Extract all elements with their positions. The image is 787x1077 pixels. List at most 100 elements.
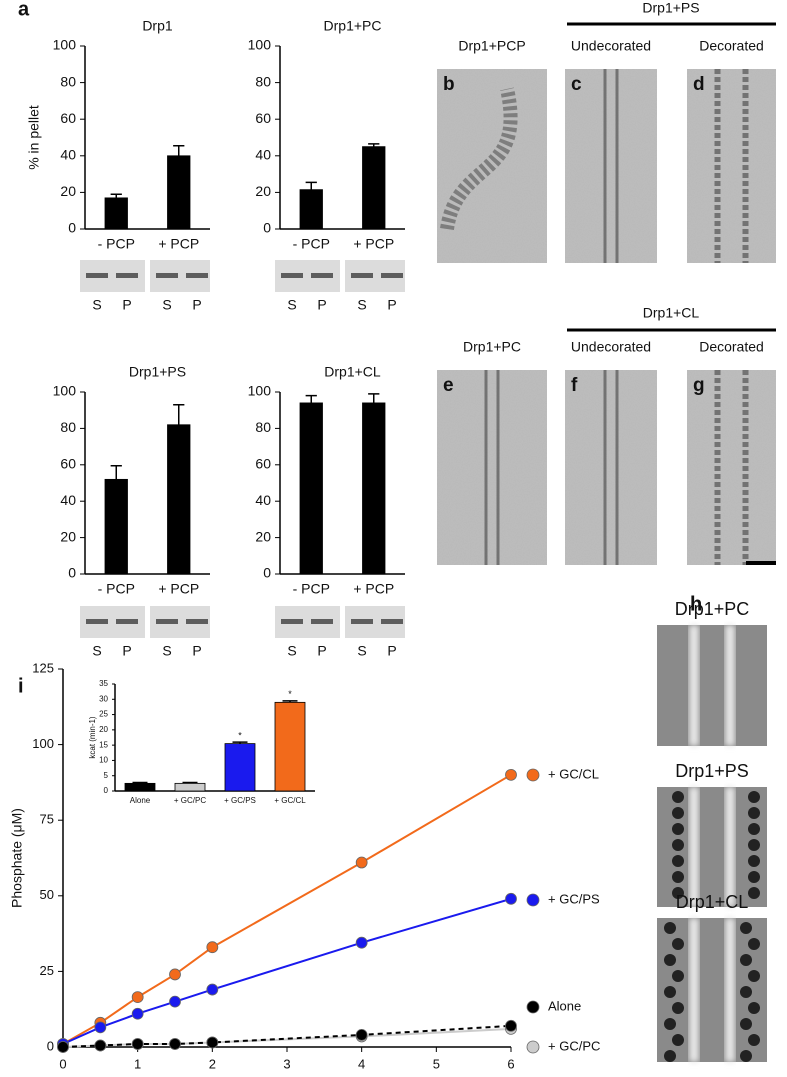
protein-density (664, 922, 676, 934)
x-tick-label: 0 (59, 1056, 66, 1071)
micrograph-noise (687, 69, 776, 263)
protein-density (672, 1034, 684, 1046)
data-point (355, 856, 368, 869)
x-tick-label: + PCP (353, 581, 394, 597)
protein-density (672, 807, 684, 819)
bar (274, 701, 306, 792)
micrograph-letter: b (443, 74, 455, 95)
gel-band (86, 619, 108, 624)
micrograph-caption: Undecorated (571, 339, 651, 355)
data-point (355, 936, 368, 949)
data-point (169, 968, 181, 981)
error-bar (305, 181, 317, 190)
data-point (505, 768, 517, 781)
legend-marker (526, 1000, 540, 1014)
bar (362, 402, 386, 575)
chart-title: Drp1+CL (324, 364, 381, 380)
y-tick-label: 0 (104, 786, 109, 795)
y-tick-label: 20 (60, 183, 76, 199)
micrograph-caption: Drp1+PCP (458, 38, 525, 54)
protein-density (748, 887, 760, 899)
protein-density (672, 1002, 684, 1014)
series-line (62, 1024, 512, 1048)
y-tick-label: 75 (40, 812, 54, 827)
protein-density (672, 938, 684, 950)
bar (174, 782, 206, 792)
data-point (94, 1039, 107, 1052)
protein-density (740, 986, 752, 998)
y-tick-label: 20 (255, 528, 271, 544)
error-bar (110, 464, 122, 480)
panel-label: h (690, 593, 702, 615)
error-bar (182, 781, 198, 784)
x-tick-label: + GC/CL (274, 796, 306, 805)
micrograph-caption: Decorated (699, 339, 764, 355)
y-axis-label: % in pellet (26, 105, 42, 170)
data-point (169, 995, 181, 1008)
micrograph-noise (565, 370, 657, 565)
x-tick-label: 6 (507, 1056, 514, 1071)
bar (104, 197, 128, 230)
bar (167, 155, 191, 230)
gel-band (311, 273, 333, 278)
legend-marker (526, 893, 540, 907)
y-tick-label: 100 (32, 736, 54, 751)
panel-label: i (18, 675, 24, 697)
gel-lane-label: P (192, 643, 201, 659)
micrograph-letter: d (693, 74, 705, 95)
y-tick-label: 80 (60, 73, 76, 89)
class-average-caption: Drp1+CL (676, 892, 749, 912)
significance: * (238, 730, 242, 740)
group-label: Drp1+CL (643, 305, 700, 321)
gel-band (116, 273, 138, 278)
gel-lane-label: S (162, 297, 171, 313)
data-point (94, 1021, 107, 1034)
micrograph-letter: c (571, 74, 582, 95)
y-tick-label: 5 (104, 771, 109, 780)
gel-lane-label: P (122, 643, 131, 659)
y-tick-label: 125 (32, 660, 54, 675)
protein-density (748, 855, 760, 867)
gel-lane-label: P (387, 297, 396, 313)
gel-band (381, 273, 403, 278)
gel-band (186, 619, 208, 624)
class-average (657, 625, 767, 746)
tube-wall (689, 787, 699, 907)
protein-density (664, 986, 676, 998)
x-tick-label: + PCP (353, 236, 394, 252)
error-bar (110, 193, 122, 198)
y-tick-label: 60 (255, 110, 271, 126)
error-bar (132, 781, 148, 784)
data-point (206, 983, 219, 996)
gel-lane-label: S (287, 643, 296, 659)
y-tick-label: 25 (40, 963, 54, 978)
y-tick-label: 10 (99, 756, 108, 765)
y-tick-label: 100 (53, 37, 77, 53)
gel-lane-label: S (357, 643, 366, 659)
micrograph-caption: Undecorated (571, 38, 651, 54)
bar (167, 424, 191, 575)
class-average-caption: Drp1+PS (675, 761, 749, 781)
x-tick-label: + GC/PC (174, 796, 206, 805)
protein-density (748, 1002, 760, 1014)
series-line (62, 897, 512, 1045)
x-tick-label: 5 (433, 1056, 440, 1071)
panel-label: a (18, 0, 30, 20)
x-tick-label: Alone (130, 796, 151, 805)
micrograph-noise (565, 69, 657, 263)
protein-density (748, 970, 760, 982)
protein-density (672, 823, 684, 835)
y-tick-label: 20 (99, 725, 108, 734)
x-tick-label: 1 (134, 1056, 141, 1071)
data-point (169, 1038, 181, 1050)
error-bar (305, 394, 317, 403)
y-tick-label: 0 (263, 565, 271, 581)
bar (299, 189, 323, 230)
micrograph-noise (687, 370, 776, 565)
bar (362, 146, 386, 230)
data-point (505, 892, 517, 905)
legend-marker (526, 768, 540, 782)
x-tick-label: 4 (358, 1056, 365, 1071)
